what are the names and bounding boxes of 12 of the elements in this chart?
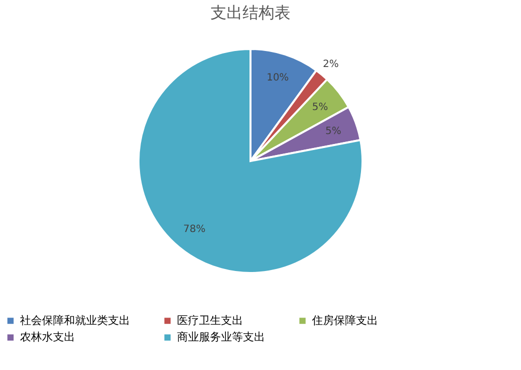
pie-slice [138,48,364,274]
chart-title: 支出结构表 [210,3,290,22]
legend-label: 商业服务业等支出 [177,330,265,344]
data-label: 78% [183,224,206,235]
data-label: 5% [325,126,342,138]
data-label: 2% [322,58,339,70]
legend-label: 住房保障支出 [312,314,378,327]
data-label: 10% [266,72,289,84]
legend-label: 农林水支出 [20,330,75,344]
legend-label: 社会保障和就业类支出 [20,314,130,327]
data-label: 5% [312,102,328,114]
legend-label: 医疗卫生支出 [177,314,243,327]
